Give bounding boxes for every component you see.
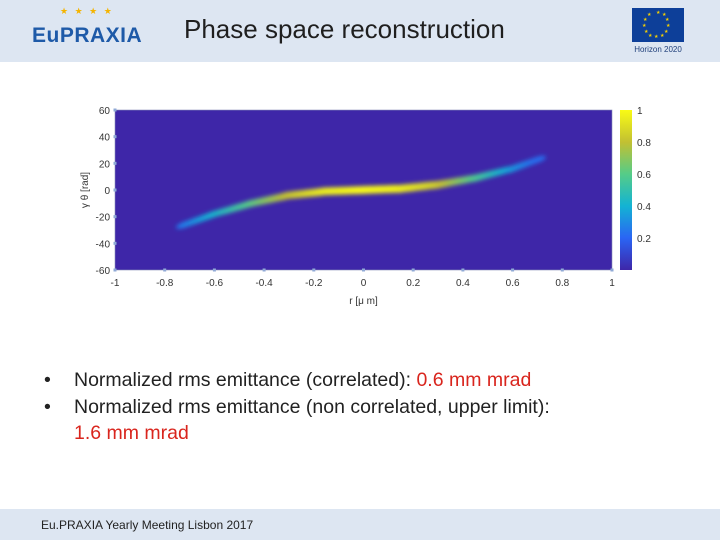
y-tick-mark <box>113 215 117 219</box>
svg-text:★: ★ <box>660 33 665 39</box>
slide-footer: Eu.PRAXIA Yearly Meeting Lisbon 2017 <box>0 509 720 540</box>
x-tick-mark <box>362 268 365 272</box>
svg-text:★: ★ <box>648 33 653 39</box>
x-tick-label: -1 <box>111 278 120 289</box>
bullet-highlight: 0.6 mm mrad <box>416 369 532 391</box>
phase-space-chart: -1 -0.8 -0.6 -0.4 -0.2 0 0.2 0.4 0.6 0.8 1 60 40 20 0… <box>80 106 651 307</box>
distribution-segment <box>528 155 546 164</box>
bullet-icon: • <box>44 369 51 391</box>
y-tick-label: 20 <box>99 159 111 170</box>
x-tick-mark <box>411 268 415 272</box>
eu-flag-icon: ★ ★ ★ ★ ★ ★ ★ ★ ★ ★ ★ ★ <box>632 8 684 42</box>
svg-text:★: ★ <box>643 17 648 23</box>
footer-text: Eu.PRAXIA Yearly Meeting Lisbon 2017 <box>41 518 254 532</box>
colorbar <box>620 110 632 270</box>
x-tick-mark <box>511 268 515 272</box>
y-tick-mark <box>113 268 117 272</box>
slide-header: ★ ★ ★ ★ EuPRAXIA Phase space reconstruct… <box>0 0 720 62</box>
x-tick-label: -0.4 <box>255 278 273 289</box>
x-tick-mark <box>312 268 316 272</box>
x-tick-label: 0 <box>361 278 367 289</box>
svg-text:★: ★ <box>656 10 661 16</box>
y-tick-label: -40 <box>96 239 111 250</box>
y-axis-label: γ θ [rad] <box>80 172 91 208</box>
x-tick-mark <box>212 268 216 272</box>
y-tick-label: 60 <box>99 106 111 117</box>
logo-text: EuPRAXIA <box>32 24 143 47</box>
y-tick-label: -60 <box>96 266 111 277</box>
colorbar-tick-label: 0.6 <box>637 170 651 181</box>
x-tick-mark <box>461 268 465 272</box>
svg-text:★: ★ <box>647 12 652 18</box>
bullet-text: Normalized rms emittance (correlated): <box>74 369 417 391</box>
bullet-icon: • <box>44 395 51 418</box>
horizon-2020-label: Horizon 2020 <box>634 45 682 54</box>
x-tick-label: 1 <box>609 278 615 289</box>
slide-title: Phase space reconstruction <box>184 14 505 44</box>
svg-text:★: ★ <box>665 17 670 23</box>
y-tick-mark <box>113 188 117 192</box>
x-tick-mark <box>163 268 167 272</box>
y-tick-label: 40 <box>99 133 111 144</box>
svg-text:★: ★ <box>666 23 671 29</box>
x-axis-label: r [μ m] <box>349 296 378 307</box>
x-tick-mark <box>560 268 564 272</box>
y-tick-mark <box>113 241 117 245</box>
colorbar-tick-label: 0.8 <box>637 138 651 149</box>
colorbar-tick-label: 0.4 <box>637 202 651 213</box>
bullet-text: Normalized rms emittance (non correlated… <box>74 395 550 418</box>
colorbar-tick-label: 0.2 <box>637 234 651 245</box>
logo-stars-icon: ★ ★ ★ ★ <box>60 6 114 16</box>
x-tick-label: -0.8 <box>156 278 174 289</box>
svg-text:★: ★ <box>662 12 667 18</box>
svg-text:★: ★ <box>644 29 649 35</box>
y-tick-mark <box>113 135 117 139</box>
x-tick-mark <box>262 268 266 272</box>
svg-text:★: ★ <box>654 34 659 40</box>
bullet-list: • Normalized rms emittance (correlated):… <box>44 367 704 447</box>
x-tick-mark <box>610 268 614 272</box>
bullet-highlight: 1.6 mm mrad <box>74 422 189 445</box>
svg-text:★: ★ <box>642 23 647 29</box>
svg-text:★: ★ <box>664 29 669 35</box>
x-tick-label: 0.8 <box>555 278 569 289</box>
x-tick-label: -0.2 <box>305 278 323 289</box>
bullet-item: • Normalized rms emittance (non correlat… <box>44 394 704 447</box>
x-tick-label: -0.6 <box>206 278 224 289</box>
x-tick-label: 0.4 <box>456 278 470 289</box>
bullet-item: • Normalized rms emittance (correlated):… <box>44 367 704 394</box>
colorbar-tick-label: 1 <box>637 106 643 117</box>
y-tick-mark <box>113 108 117 112</box>
eupraxia-logo: ★ ★ ★ ★ EuPRAXIA <box>30 6 155 52</box>
x-tick-label: 0.2 <box>406 278 420 289</box>
y-tick-mark <box>113 161 117 165</box>
y-tick-label: -20 <box>96 213 111 224</box>
x-tick-label: 0.6 <box>506 278 520 289</box>
y-tick-label: 0 <box>104 186 110 197</box>
